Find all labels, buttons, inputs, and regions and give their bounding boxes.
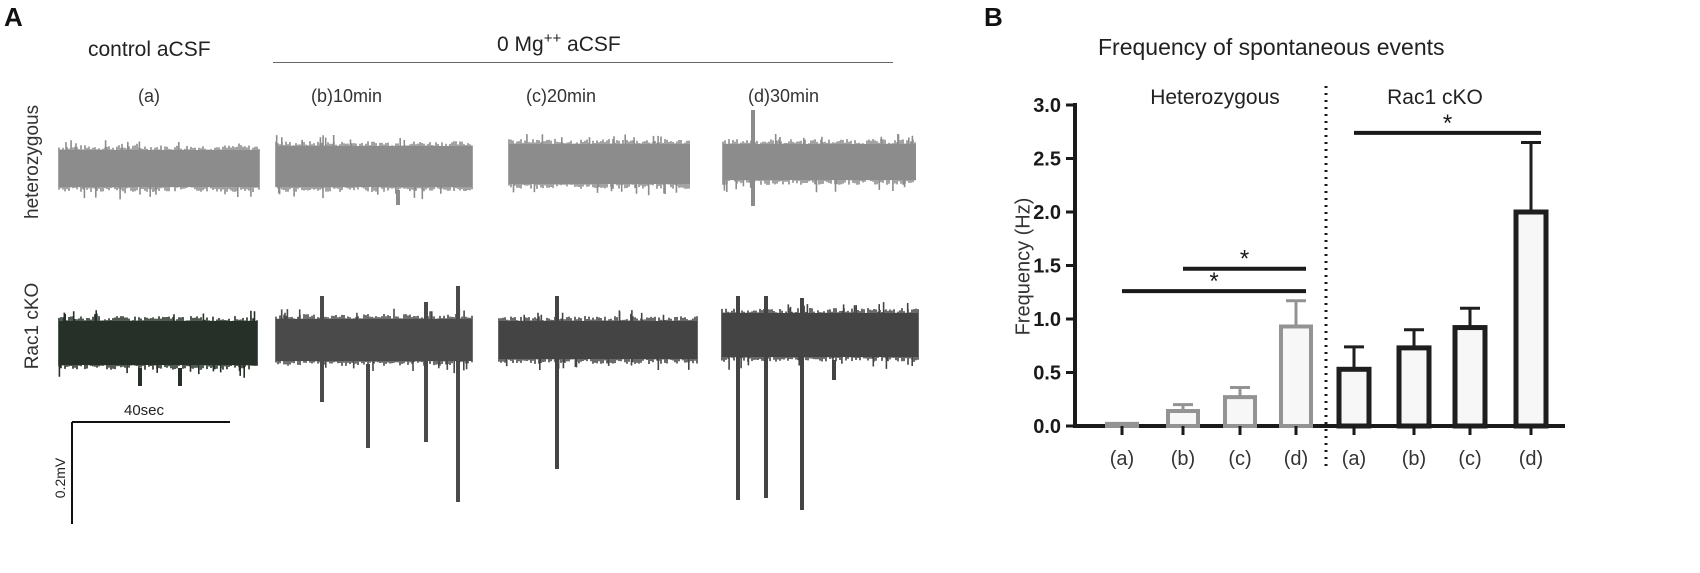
bar bbox=[1513, 209, 1549, 429]
y-tick-label: 0.0 bbox=[1033, 416, 1061, 438]
bar bbox=[1279, 324, 1313, 428]
control-header: control aCSF bbox=[88, 38, 211, 61]
bar bbox=[1166, 409, 1200, 428]
treatment-header-suffix: aCSF bbox=[561, 33, 621, 56]
condition-label-b: (b)10min bbox=[311, 86, 383, 106]
y-tick-label: 1.0 bbox=[1033, 309, 1061, 331]
treatment-header-line bbox=[273, 62, 893, 63]
trace-het-2 bbox=[508, 134, 690, 196]
bar bbox=[1336, 366, 1372, 429]
significance-star: * bbox=[1209, 268, 1218, 295]
panel-b-letter: B bbox=[984, 2, 1003, 32]
x-tick-label: (b) bbox=[1171, 448, 1195, 470]
bar bbox=[1223, 395, 1257, 428]
trace-het-1 bbox=[275, 135, 473, 205]
y-tick-label: 1.5 bbox=[1033, 256, 1061, 278]
condition-label-a: (a) bbox=[138, 86, 160, 106]
group-label: Rac1 cKO bbox=[1387, 86, 1483, 109]
bar bbox=[1452, 325, 1488, 429]
x-tick-label: (a) bbox=[1342, 448, 1366, 470]
y-tick-label: 2.0 bbox=[1033, 202, 1061, 224]
group-label: Heterozygous bbox=[1150, 86, 1280, 109]
x-tick-label: (a) bbox=[1110, 448, 1134, 470]
x-tick-label: (d) bbox=[1284, 448, 1308, 470]
y-tick-label: 3.0 bbox=[1033, 95, 1061, 117]
recording-traces bbox=[58, 110, 919, 510]
bar bbox=[1396, 345, 1432, 429]
y-tick-label: 0.5 bbox=[1033, 363, 1061, 385]
treatment-header: 0 Mg++ aCSF bbox=[497, 30, 621, 57]
treatment-header-prefix: 0 Mg bbox=[497, 33, 544, 56]
significance-star: * bbox=[1240, 246, 1249, 273]
x-tick-label: (c) bbox=[1458, 448, 1481, 470]
condition-label-c: (c)20min bbox=[526, 86, 597, 106]
trace-ko-6 bbox=[498, 296, 698, 469]
scale-time-label: 40sec bbox=[124, 402, 165, 419]
trace-ko-5 bbox=[275, 286, 473, 502]
x-tick-label: (b) bbox=[1402, 448, 1426, 470]
trace-het-3 bbox=[722, 110, 916, 206]
x-tick-label: (c) bbox=[1228, 448, 1251, 470]
condition-label-d: (d)30min bbox=[748, 86, 820, 106]
panel-a-letter: A bbox=[4, 2, 23, 32]
chart-title: Frequency of spontaneous events bbox=[1098, 34, 1445, 60]
y-tick-label: 2.5 bbox=[1033, 149, 1061, 171]
trace-ko-4 bbox=[58, 310, 258, 386]
trace-ko-7 bbox=[721, 296, 919, 510]
x-tick-label: (d) bbox=[1519, 448, 1543, 470]
treatment-header-sup: ++ bbox=[543, 30, 562, 47]
trace-het-0 bbox=[58, 140, 260, 200]
bar bbox=[1105, 421, 1139, 428]
scale-bar bbox=[71, 421, 230, 524]
significance-star: * bbox=[1443, 110, 1452, 137]
